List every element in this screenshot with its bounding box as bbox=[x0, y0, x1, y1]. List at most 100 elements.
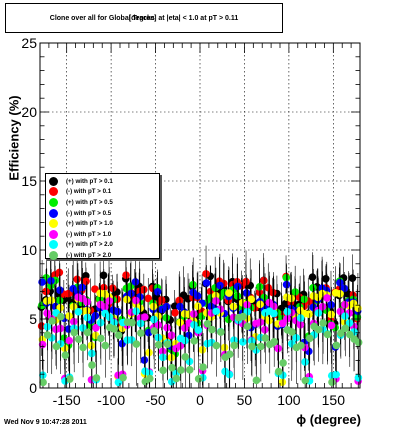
data-point bbox=[337, 329, 345, 337]
data-point bbox=[168, 363, 176, 372]
data-point bbox=[167, 331, 176, 339]
data-point bbox=[264, 283, 273, 292]
data-point bbox=[243, 322, 252, 331]
legend-label: (+) with pT > 1.0 bbox=[66, 220, 113, 228]
data-point bbox=[154, 340, 163, 349]
data-point bbox=[230, 341, 239, 350]
data-point bbox=[305, 310, 313, 319]
data-point bbox=[43, 331, 52, 339]
data-point bbox=[119, 373, 127, 382]
legend-marker-icon bbox=[49, 197, 58, 207]
data-point bbox=[279, 359, 287, 367]
data-point bbox=[225, 350, 234, 358]
datestamp: Wed Nov 9 10:47:28 2011 bbox=[4, 419, 87, 426]
data-point bbox=[65, 375, 74, 383]
legend-entry: (-) with pT > 2.0 bbox=[46, 250, 159, 261]
data-point bbox=[38, 278, 46, 286]
x-tick-label: 50 bbox=[237, 392, 253, 408]
data-point bbox=[97, 334, 105, 343]
legend-entry: (+) with pT > 0.5 bbox=[46, 197, 159, 208]
data-point bbox=[91, 285, 99, 293]
data-point bbox=[39, 378, 47, 387]
data-point bbox=[87, 341, 96, 350]
data-point bbox=[163, 340, 172, 348]
data-point bbox=[175, 296, 184, 305]
data-point bbox=[305, 334, 314, 343]
legend-entry: (+) with pT > 0.1 bbox=[46, 176, 159, 187]
data-point bbox=[252, 376, 261, 385]
chart-title: Clone over all for Global Tracks [degree]… bbox=[5, 3, 283, 33]
data-point bbox=[74, 335, 83, 343]
data-point bbox=[100, 283, 108, 292]
legend-marker-icon bbox=[49, 240, 58, 250]
chart-title-overlay-prefix: [degree] at bbox=[128, 14, 165, 22]
data-point bbox=[141, 313, 149, 321]
data-point bbox=[288, 328, 296, 336]
chart-title-text: Clone over all for Global Tracks bbox=[49, 14, 155, 22]
data-point bbox=[92, 323, 100, 332]
legend-marker-icon bbox=[49, 208, 58, 218]
data-point bbox=[202, 279, 211, 287]
x-tick-label: -100 bbox=[97, 392, 125, 408]
legend-entry: (-) with pT > 1.0 bbox=[46, 229, 159, 240]
x-tick-label: 150 bbox=[322, 392, 346, 408]
y-tick-label: 5 bbox=[29, 311, 37, 327]
chart-legend: (+) with pT > 0.1 (-) with pT > 0.1 (+) wi… bbox=[45, 173, 160, 261]
data-point bbox=[114, 331, 123, 340]
data-point bbox=[177, 366, 185, 374]
x-tick-label: 100 bbox=[277, 392, 301, 408]
data-point bbox=[225, 289, 233, 297]
data-point bbox=[88, 361, 96, 369]
data-point bbox=[52, 342, 61, 351]
y-tick-label: 20 bbox=[21, 104, 37, 120]
data-point bbox=[308, 273, 317, 281]
data-point bbox=[217, 328, 225, 336]
data-point bbox=[274, 367, 283, 376]
data-point bbox=[274, 344, 282, 353]
data-point bbox=[332, 370, 340, 379]
data-point bbox=[301, 376, 310, 385]
data-point bbox=[242, 277, 250, 286]
data-point bbox=[132, 340, 141, 348]
data-point bbox=[137, 329, 145, 337]
y-tick-label: 25 bbox=[21, 35, 37, 51]
data-point bbox=[61, 351, 70, 359]
y-axis-label-text: Efficiency (%) bbox=[6, 95, 22, 181]
data-point bbox=[194, 375, 203, 383]
data-point bbox=[199, 363, 207, 371]
data-point bbox=[327, 321, 336, 330]
data-point bbox=[194, 302, 202, 310]
data-point bbox=[172, 374, 181, 383]
legend-entry: (-) with pT > 0.1 bbox=[46, 187, 159, 198]
data-point bbox=[110, 325, 119, 333]
data-point bbox=[185, 366, 194, 374]
data-point bbox=[336, 307, 345, 316]
data-point bbox=[203, 319, 212, 328]
data-point bbox=[181, 353, 190, 361]
data-point bbox=[257, 342, 265, 351]
data-point bbox=[57, 312, 65, 321]
data-point bbox=[341, 324, 350, 333]
data-point bbox=[145, 374, 154, 383]
data-point bbox=[202, 270, 210, 278]
legend-marker-icon bbox=[49, 187, 58, 197]
data-point bbox=[323, 330, 332, 339]
data-point bbox=[340, 284, 349, 293]
data-point bbox=[144, 294, 153, 303]
data-point bbox=[212, 341, 221, 350]
legend-marker-icon bbox=[49, 219, 58, 229]
data-point bbox=[314, 325, 323, 334]
x-tick-label: -150 bbox=[53, 392, 81, 408]
data-point bbox=[92, 374, 101, 382]
data-point bbox=[162, 302, 171, 311]
data-point bbox=[150, 327, 159, 335]
legend-label: (+) with pT > 2.0 bbox=[66, 241, 113, 249]
data-point bbox=[261, 334, 270, 342]
data-point bbox=[297, 341, 305, 350]
data-point bbox=[319, 319, 327, 327]
data-point bbox=[65, 336, 74, 345]
y-tick-label: 0 bbox=[29, 380, 37, 396]
data-point bbox=[79, 343, 87, 352]
data-point bbox=[270, 309, 278, 318]
